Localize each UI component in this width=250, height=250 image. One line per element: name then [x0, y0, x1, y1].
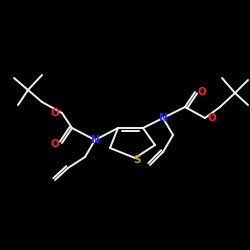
Text: N: N [159, 113, 168, 123]
Text: S: S [133, 155, 141, 165]
Text: O: O [208, 113, 216, 123]
Text: O: O [198, 87, 206, 97]
Text: O: O [50, 139, 59, 149]
Text: O: O [50, 108, 59, 118]
Text: N: N [90, 135, 100, 145]
